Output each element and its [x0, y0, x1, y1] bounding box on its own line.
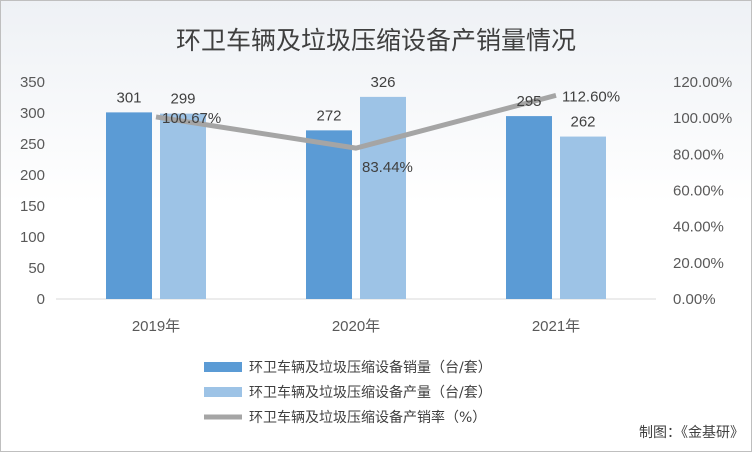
right-tick-label: 80.00%: [673, 146, 724, 163]
data-labels: 301 272 295 299 326 262 100.67% 83.44% 112.60%: [116, 74, 620, 176]
bar: [106, 112, 152, 299]
x-tick-label: 2021年: [532, 318, 580, 335]
legend-swatch: [204, 362, 242, 372]
right-tick-label: 100.00%: [673, 110, 732, 127]
line-value-label: 112.60%: [562, 88, 620, 105]
x-axis: 2019年 2020年 2021年: [132, 318, 580, 335]
line-value-label: 83.44%: [362, 159, 413, 176]
bar: [506, 116, 552, 299]
legend-label: 环卫车辆及垃圾压缩设备产销率（%）: [249, 409, 486, 426]
left-tick-label: 250: [20, 136, 45, 153]
legend-swatch: [204, 387, 242, 397]
legend: 环卫车辆及垃圾压缩设备销量（台/套） 环卫车辆及垃圾压缩设备产量（台/套） 环卫车辆…: [204, 359, 492, 426]
left-tick-label: 100: [20, 229, 45, 246]
credit-text: 制图：《金基研》: [639, 424, 744, 441]
left-tick-label: 200: [20, 167, 45, 184]
left-tick-label: 150: [20, 198, 45, 215]
legend-label: 环卫车辆及垃圾压缩设备销量（台/套）: [249, 359, 492, 376]
left-tick-label: 0: [37, 291, 45, 308]
chart-title: 环卫车辆及垃圾压缩设备产销量情况: [176, 26, 576, 55]
right-tick-label: 20.00%: [673, 255, 724, 272]
right-tick-label: 40.00%: [673, 219, 724, 236]
bar: [306, 130, 352, 299]
line-path: [155, 92, 557, 151]
bar: [560, 136, 606, 299]
x-tick-label: 2019年: [132, 318, 180, 335]
right-tick-label: 60.00%: [673, 183, 724, 200]
bar: [160, 113, 206, 300]
line-series: [155, 92, 557, 151]
x-tick-label: 2020年: [332, 318, 380, 335]
bar-value-label: 272: [316, 107, 341, 124]
left-tick-label: 50: [28, 260, 45, 277]
line-value-label: 100.67%: [162, 110, 221, 127]
bar-value-label: 301: [116, 89, 141, 106]
left-axis: 0 50 100 150 200 250 300 350: [20, 74, 45, 308]
bar-value-label: 299: [170, 91, 195, 108]
left-tick-label: 350: [20, 74, 45, 91]
bar-value-label: 262: [570, 114, 595, 131]
right-axis: 0.00% 20.00% 40.00% 60.00% 80.00% 100.00% 120.…: [673, 74, 732, 308]
left-tick-label: 300: [20, 105, 45, 122]
right-tick-label: 0.00%: [673, 291, 716, 308]
bar-value-label: 326: [370, 74, 395, 91]
legend-label: 环卫车辆及垃圾压缩设备产量（台/套）: [249, 384, 492, 401]
bars: [106, 96, 606, 300]
bar-value-label: 295: [516, 93, 541, 110]
right-tick-label: 120.00%: [673, 74, 732, 91]
bar: [360, 96, 406, 299]
